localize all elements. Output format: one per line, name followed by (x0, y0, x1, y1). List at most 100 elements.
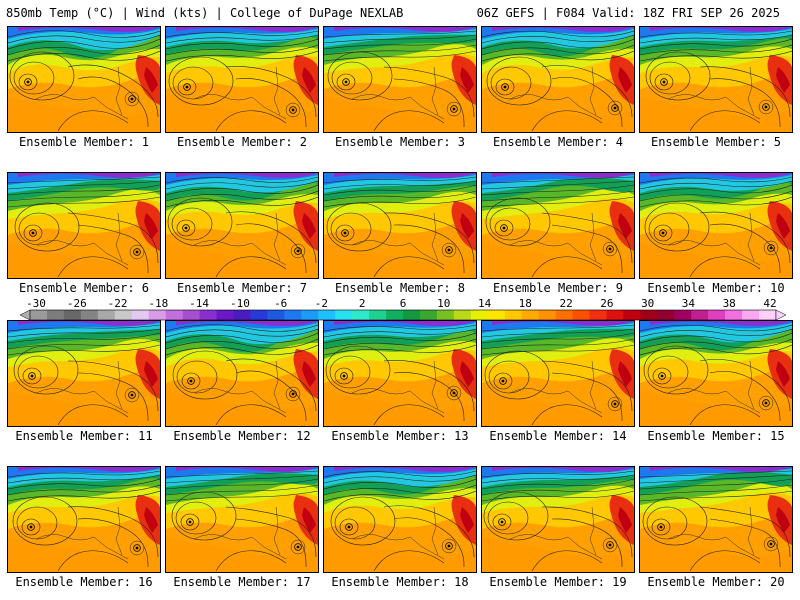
colorbar-swatch (606, 310, 624, 320)
ensemble-member-label: Ensemble Member: 19 (489, 575, 627, 589)
low-pressure-marker (500, 224, 508, 232)
temperature-field (324, 27, 476, 132)
ensemble-map (481, 172, 635, 279)
colorbar-tick-label: 38 (722, 297, 736, 310)
ensemble-member-label: Ensemble Member: 13 (331, 429, 469, 443)
colorbar-right-arrow (775, 309, 786, 321)
colorbar-swatch (572, 310, 590, 320)
temperature-colorbar: -30 -26 -22 -18 -14 -10 -6 -2 2 6 10 14 18 22 26 30 34 38… (20, 297, 786, 321)
ensemble-member-label: Ensemble Member: 2 (176, 135, 308, 149)
ensemble-map (323, 172, 477, 279)
colorbar-swatch (403, 310, 421, 320)
ensemble-member-label: Ensemble Member: 6 (18, 281, 150, 295)
low-pressure-marker (441, 242, 457, 258)
colorbar-tick-label: -2 (314, 297, 329, 310)
temperature-field (324, 467, 476, 572)
low-pressure-marker (124, 91, 140, 107)
low-pressure-marker (342, 78, 350, 86)
ensemble-member-label: Ensemble Member: 4 (492, 135, 624, 149)
colorbar-tick-labels: -30 -26 -22 -18 -14 -10 -6 -2 2 6 10 14 18 22 26 30 34 38… (20, 297, 786, 310)
ensemble-map (7, 320, 161, 427)
colorbar-swatch (301, 310, 319, 320)
chart-title: 850mb Temp (°C) | Wind (kts) | College o… (6, 6, 404, 20)
colorbar-swatch (63, 310, 82, 320)
temperature-field (482, 27, 634, 132)
colorbar-swatch (335, 310, 353, 320)
colorbar-swatch (369, 310, 387, 320)
colorbar-swatch (742, 310, 760, 320)
low-pressure-marker (340, 372, 348, 380)
colorbar-swatch (674, 310, 692, 320)
temperature-field (482, 173, 634, 278)
colorbar-tick-label: 30 (641, 297, 655, 310)
ensemble-map (639, 320, 793, 427)
low-pressure-marker (758, 395, 774, 411)
low-pressure-marker (29, 229, 37, 237)
low-pressure-marker (446, 101, 462, 117)
colorbar-swatch (470, 310, 489, 320)
ensemble-map (7, 26, 161, 133)
ensemble-map (481, 26, 635, 133)
colorbar-tick-label: -14 (189, 297, 210, 310)
ensemble-map (165, 26, 319, 133)
low-pressure-marker (659, 229, 667, 237)
temperature-field (166, 27, 318, 132)
ensemble-map (165, 320, 319, 427)
temperature-field (8, 321, 160, 426)
low-pressure-marker (660, 78, 668, 86)
temperature-field (324, 321, 476, 426)
low-pressure-marker (187, 377, 195, 385)
ensemble-member-label: Ensemble Member: 16 (15, 575, 153, 589)
ensemble-member-label: Ensemble Member: 20 (647, 575, 785, 589)
colorbar-tick-label: 2 (358, 297, 366, 310)
ensemble-map (323, 26, 477, 133)
low-pressure-marker (657, 523, 665, 531)
colorbar-swatch (46, 310, 65, 320)
temperature-field (8, 27, 160, 132)
colorbar-swatch (657, 310, 675, 320)
colorbar-swatch (199, 310, 217, 320)
ensemble-map (481, 320, 635, 427)
ensemble-member-label: Ensemble Member: 7 (176, 281, 308, 295)
ensemble-map (7, 172, 161, 279)
ensemble-map (165, 172, 319, 279)
colorbar-swatch (504, 310, 522, 320)
colorbar-tick-label: -18 (148, 297, 169, 310)
model-run-info: 06Z GEFS | F084 Valid: 18Z FRI SEP 26 20… (476, 6, 780, 20)
colorbar-swatch (419, 310, 438, 320)
ensemble-member-label: Ensemble Member: 18 (331, 575, 469, 589)
colorbar-swatch (318, 310, 336, 320)
low-pressure-marker (186, 518, 194, 526)
low-pressure-marker (24, 78, 32, 86)
colorbar-swatch (148, 310, 166, 320)
ensemble-map (639, 172, 793, 279)
ensemble-member-label: Ensemble Member: 1 (18, 135, 150, 149)
low-pressure-marker (607, 100, 623, 116)
low-pressure-marker (124, 387, 140, 403)
colorbar-swatch (487, 310, 506, 320)
low-pressure-marker (183, 83, 191, 91)
low-pressure-marker (290, 243, 306, 259)
colorbar-swatch (114, 310, 133, 320)
colorbar-swatch (640, 310, 658, 320)
temperature-field (166, 467, 318, 572)
ensemble-map (165, 466, 319, 573)
colorbar-tick-label: 10 (437, 297, 451, 310)
temperature-field (8, 173, 160, 278)
colorbar-swatch (759, 310, 777, 320)
colorbar-tick-label: -6 (274, 297, 288, 310)
ensemble-map (323, 320, 477, 427)
low-pressure-marker (345, 523, 353, 531)
low-pressure-marker (501, 83, 509, 91)
low-pressure-marker (446, 385, 462, 401)
colorbar-tick-label: 34 (681, 297, 696, 310)
colorbar-swatch (589, 310, 607, 320)
low-pressure-marker (763, 536, 779, 552)
temperature-field (166, 173, 318, 278)
colorbar-swatch (97, 310, 116, 320)
colorbar-left-arrow (20, 309, 31, 321)
ensemble-map (7, 466, 161, 573)
temperature-field (166, 321, 318, 426)
colorbar-swatch (538, 310, 556, 320)
colorbar-swatch (233, 310, 251, 320)
